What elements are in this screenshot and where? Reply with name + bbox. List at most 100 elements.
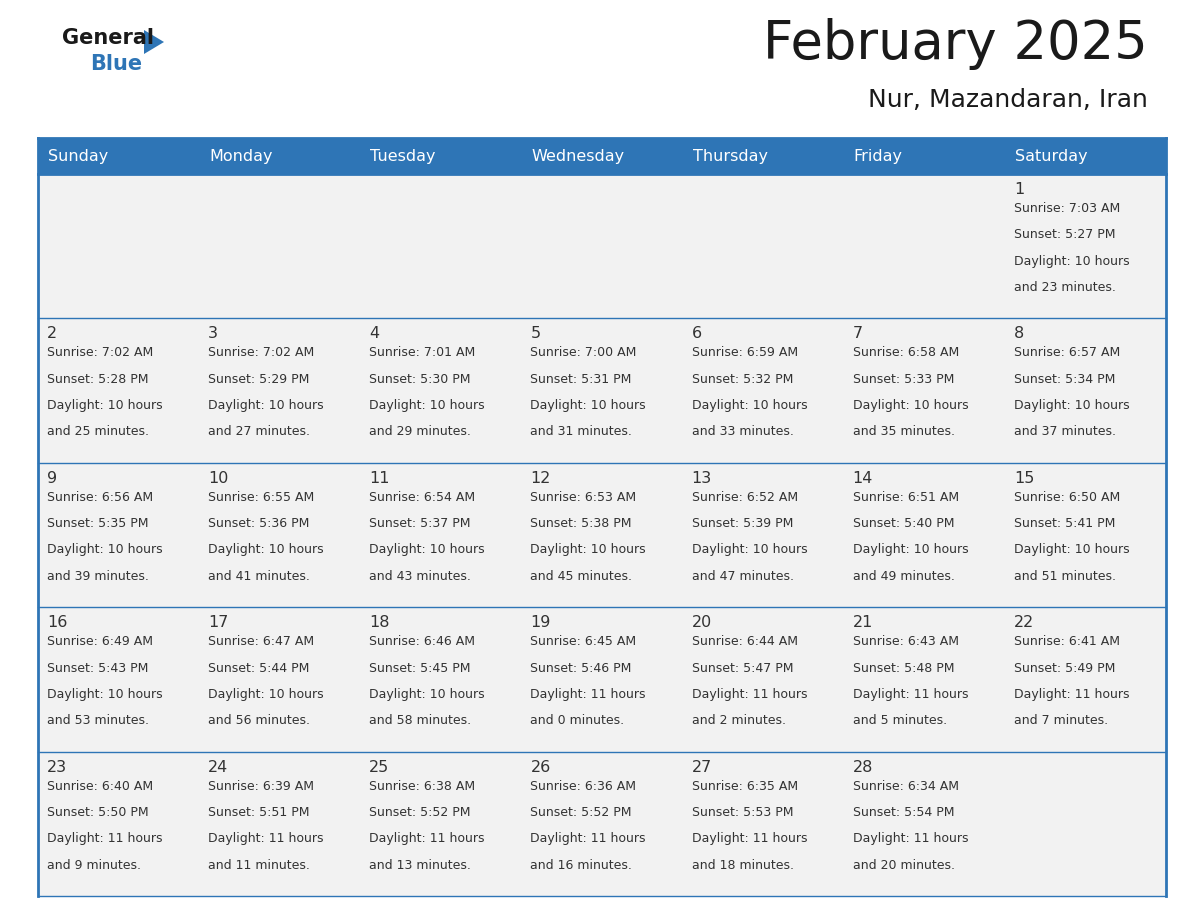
Text: Daylight: 10 hours: Daylight: 10 hours — [691, 543, 807, 556]
Text: 5: 5 — [530, 327, 541, 341]
Text: and 45 minutes.: and 45 minutes. — [530, 570, 632, 583]
Text: Sunset: 5:34 PM: Sunset: 5:34 PM — [1013, 373, 1116, 386]
Text: and 56 minutes.: and 56 minutes. — [208, 714, 310, 727]
Bar — [843, 752, 1005, 896]
Text: Daylight: 10 hours: Daylight: 10 hours — [48, 688, 163, 700]
Text: Sunrise: 7:01 AM: Sunrise: 7:01 AM — [369, 346, 475, 360]
Text: 7: 7 — [853, 327, 862, 341]
Text: 28: 28 — [853, 759, 873, 775]
Text: 2: 2 — [48, 327, 57, 341]
Text: and 16 minutes.: and 16 minutes. — [530, 858, 632, 871]
Text: Daylight: 10 hours: Daylight: 10 hours — [1013, 543, 1130, 556]
Text: Daylight: 11 hours: Daylight: 11 hours — [691, 688, 807, 700]
Text: Daylight: 10 hours: Daylight: 10 hours — [369, 399, 485, 412]
Bar — [360, 319, 522, 463]
Bar — [1005, 752, 1165, 896]
Text: and 58 minutes.: and 58 minutes. — [369, 714, 472, 727]
Text: and 2 minutes.: and 2 minutes. — [691, 714, 785, 727]
Text: Sunset: 5:43 PM: Sunset: 5:43 PM — [48, 662, 148, 675]
Bar — [200, 463, 360, 607]
Text: 18: 18 — [369, 615, 390, 630]
Text: Daylight: 10 hours: Daylight: 10 hours — [530, 399, 646, 412]
Text: and 0 minutes.: and 0 minutes. — [530, 714, 625, 727]
Text: Sunrise: 6:45 AM: Sunrise: 6:45 AM — [530, 635, 637, 648]
Text: Sunrise: 7:00 AM: Sunrise: 7:00 AM — [530, 346, 637, 360]
Text: Sunrise: 7:02 AM: Sunrise: 7:02 AM — [48, 346, 153, 360]
Text: and 29 minutes.: and 29 minutes. — [369, 425, 472, 438]
Text: 16: 16 — [48, 615, 68, 630]
Text: 3: 3 — [208, 327, 219, 341]
Text: and 31 minutes.: and 31 minutes. — [530, 425, 632, 438]
Text: Daylight: 10 hours: Daylight: 10 hours — [369, 543, 485, 556]
Text: Sunset: 5:35 PM: Sunset: 5:35 PM — [48, 517, 148, 530]
Text: Sunset: 5:51 PM: Sunset: 5:51 PM — [208, 806, 310, 819]
Text: Daylight: 11 hours: Daylight: 11 hours — [369, 833, 485, 845]
Text: Sunrise: 6:59 AM: Sunrise: 6:59 AM — [691, 346, 797, 360]
Text: Sunrise: 6:50 AM: Sunrise: 6:50 AM — [1013, 491, 1120, 504]
Text: Thursday: Thursday — [693, 149, 767, 163]
Text: 12: 12 — [530, 471, 551, 486]
Text: Sunrise: 6:49 AM: Sunrise: 6:49 AM — [48, 635, 153, 648]
Text: Sunset: 5:52 PM: Sunset: 5:52 PM — [530, 806, 632, 819]
Bar — [1005, 174, 1165, 319]
Text: Sunset: 5:30 PM: Sunset: 5:30 PM — [369, 373, 470, 386]
Text: Sunrise: 7:03 AM: Sunrise: 7:03 AM — [1013, 202, 1120, 215]
Text: 9: 9 — [48, 471, 57, 486]
Bar — [843, 138, 1005, 174]
Text: and 13 minutes.: and 13 minutes. — [369, 858, 472, 871]
Text: and 27 minutes.: and 27 minutes. — [208, 425, 310, 438]
Text: Sunrise: 6:51 AM: Sunrise: 6:51 AM — [853, 491, 959, 504]
Text: Daylight: 11 hours: Daylight: 11 hours — [853, 833, 968, 845]
Bar — [843, 607, 1005, 752]
Text: Sunset: 5:40 PM: Sunset: 5:40 PM — [853, 517, 954, 530]
Text: and 35 minutes.: and 35 minutes. — [853, 425, 955, 438]
Text: Daylight: 11 hours: Daylight: 11 hours — [1013, 688, 1130, 700]
Text: Daylight: 10 hours: Daylight: 10 hours — [530, 543, 646, 556]
Text: Sunset: 5:48 PM: Sunset: 5:48 PM — [853, 662, 954, 675]
Text: Sunset: 5:49 PM: Sunset: 5:49 PM — [1013, 662, 1116, 675]
Bar — [1005, 607, 1165, 752]
Text: Sunrise: 6:57 AM: Sunrise: 6:57 AM — [1013, 346, 1120, 360]
Text: Sunset: 5:41 PM: Sunset: 5:41 PM — [1013, 517, 1116, 530]
Text: 23: 23 — [48, 759, 68, 775]
Bar — [522, 319, 683, 463]
Text: Daylight: 10 hours: Daylight: 10 hours — [208, 688, 324, 700]
Text: Sunday: Sunday — [48, 149, 108, 163]
Text: 22: 22 — [1013, 615, 1034, 630]
Text: and 53 minutes.: and 53 minutes. — [48, 714, 148, 727]
Text: Sunset: 5:47 PM: Sunset: 5:47 PM — [691, 662, 794, 675]
Text: Sunrise: 6:38 AM: Sunrise: 6:38 AM — [369, 779, 475, 792]
Text: Daylight: 11 hours: Daylight: 11 hours — [530, 688, 646, 700]
Text: Daylight: 10 hours: Daylight: 10 hours — [369, 688, 485, 700]
Bar — [38, 752, 200, 896]
Bar — [522, 607, 683, 752]
Text: Sunrise: 6:46 AM: Sunrise: 6:46 AM — [369, 635, 475, 648]
Bar — [1005, 319, 1165, 463]
Bar — [38, 174, 200, 319]
Text: 4: 4 — [369, 327, 379, 341]
Text: and 18 minutes.: and 18 minutes. — [691, 858, 794, 871]
Bar — [1005, 463, 1165, 607]
Text: Wednesday: Wednesday — [531, 149, 625, 163]
Text: 25: 25 — [369, 759, 390, 775]
Text: Sunset: 5:39 PM: Sunset: 5:39 PM — [691, 517, 792, 530]
Bar — [522, 752, 683, 896]
Bar — [360, 752, 522, 896]
Text: 19: 19 — [530, 615, 551, 630]
Text: and 9 minutes.: and 9 minutes. — [48, 858, 141, 871]
Text: Daylight: 10 hours: Daylight: 10 hours — [691, 399, 807, 412]
Text: 14: 14 — [853, 471, 873, 486]
Text: 24: 24 — [208, 759, 228, 775]
Text: Sunset: 5:27 PM: Sunset: 5:27 PM — [1013, 229, 1116, 241]
Text: February 2025: February 2025 — [763, 18, 1148, 70]
Text: Daylight: 11 hours: Daylight: 11 hours — [48, 833, 163, 845]
Text: Daylight: 10 hours: Daylight: 10 hours — [208, 543, 324, 556]
Text: Sunrise: 6:52 AM: Sunrise: 6:52 AM — [691, 491, 797, 504]
Text: and 23 minutes.: and 23 minutes. — [1013, 281, 1116, 294]
Text: Sunrise: 6:58 AM: Sunrise: 6:58 AM — [853, 346, 959, 360]
Text: Daylight: 10 hours: Daylight: 10 hours — [853, 399, 968, 412]
Bar — [360, 463, 522, 607]
Bar — [683, 607, 843, 752]
Text: Sunrise: 6:34 AM: Sunrise: 6:34 AM — [853, 779, 959, 792]
Text: and 7 minutes.: and 7 minutes. — [1013, 714, 1108, 727]
